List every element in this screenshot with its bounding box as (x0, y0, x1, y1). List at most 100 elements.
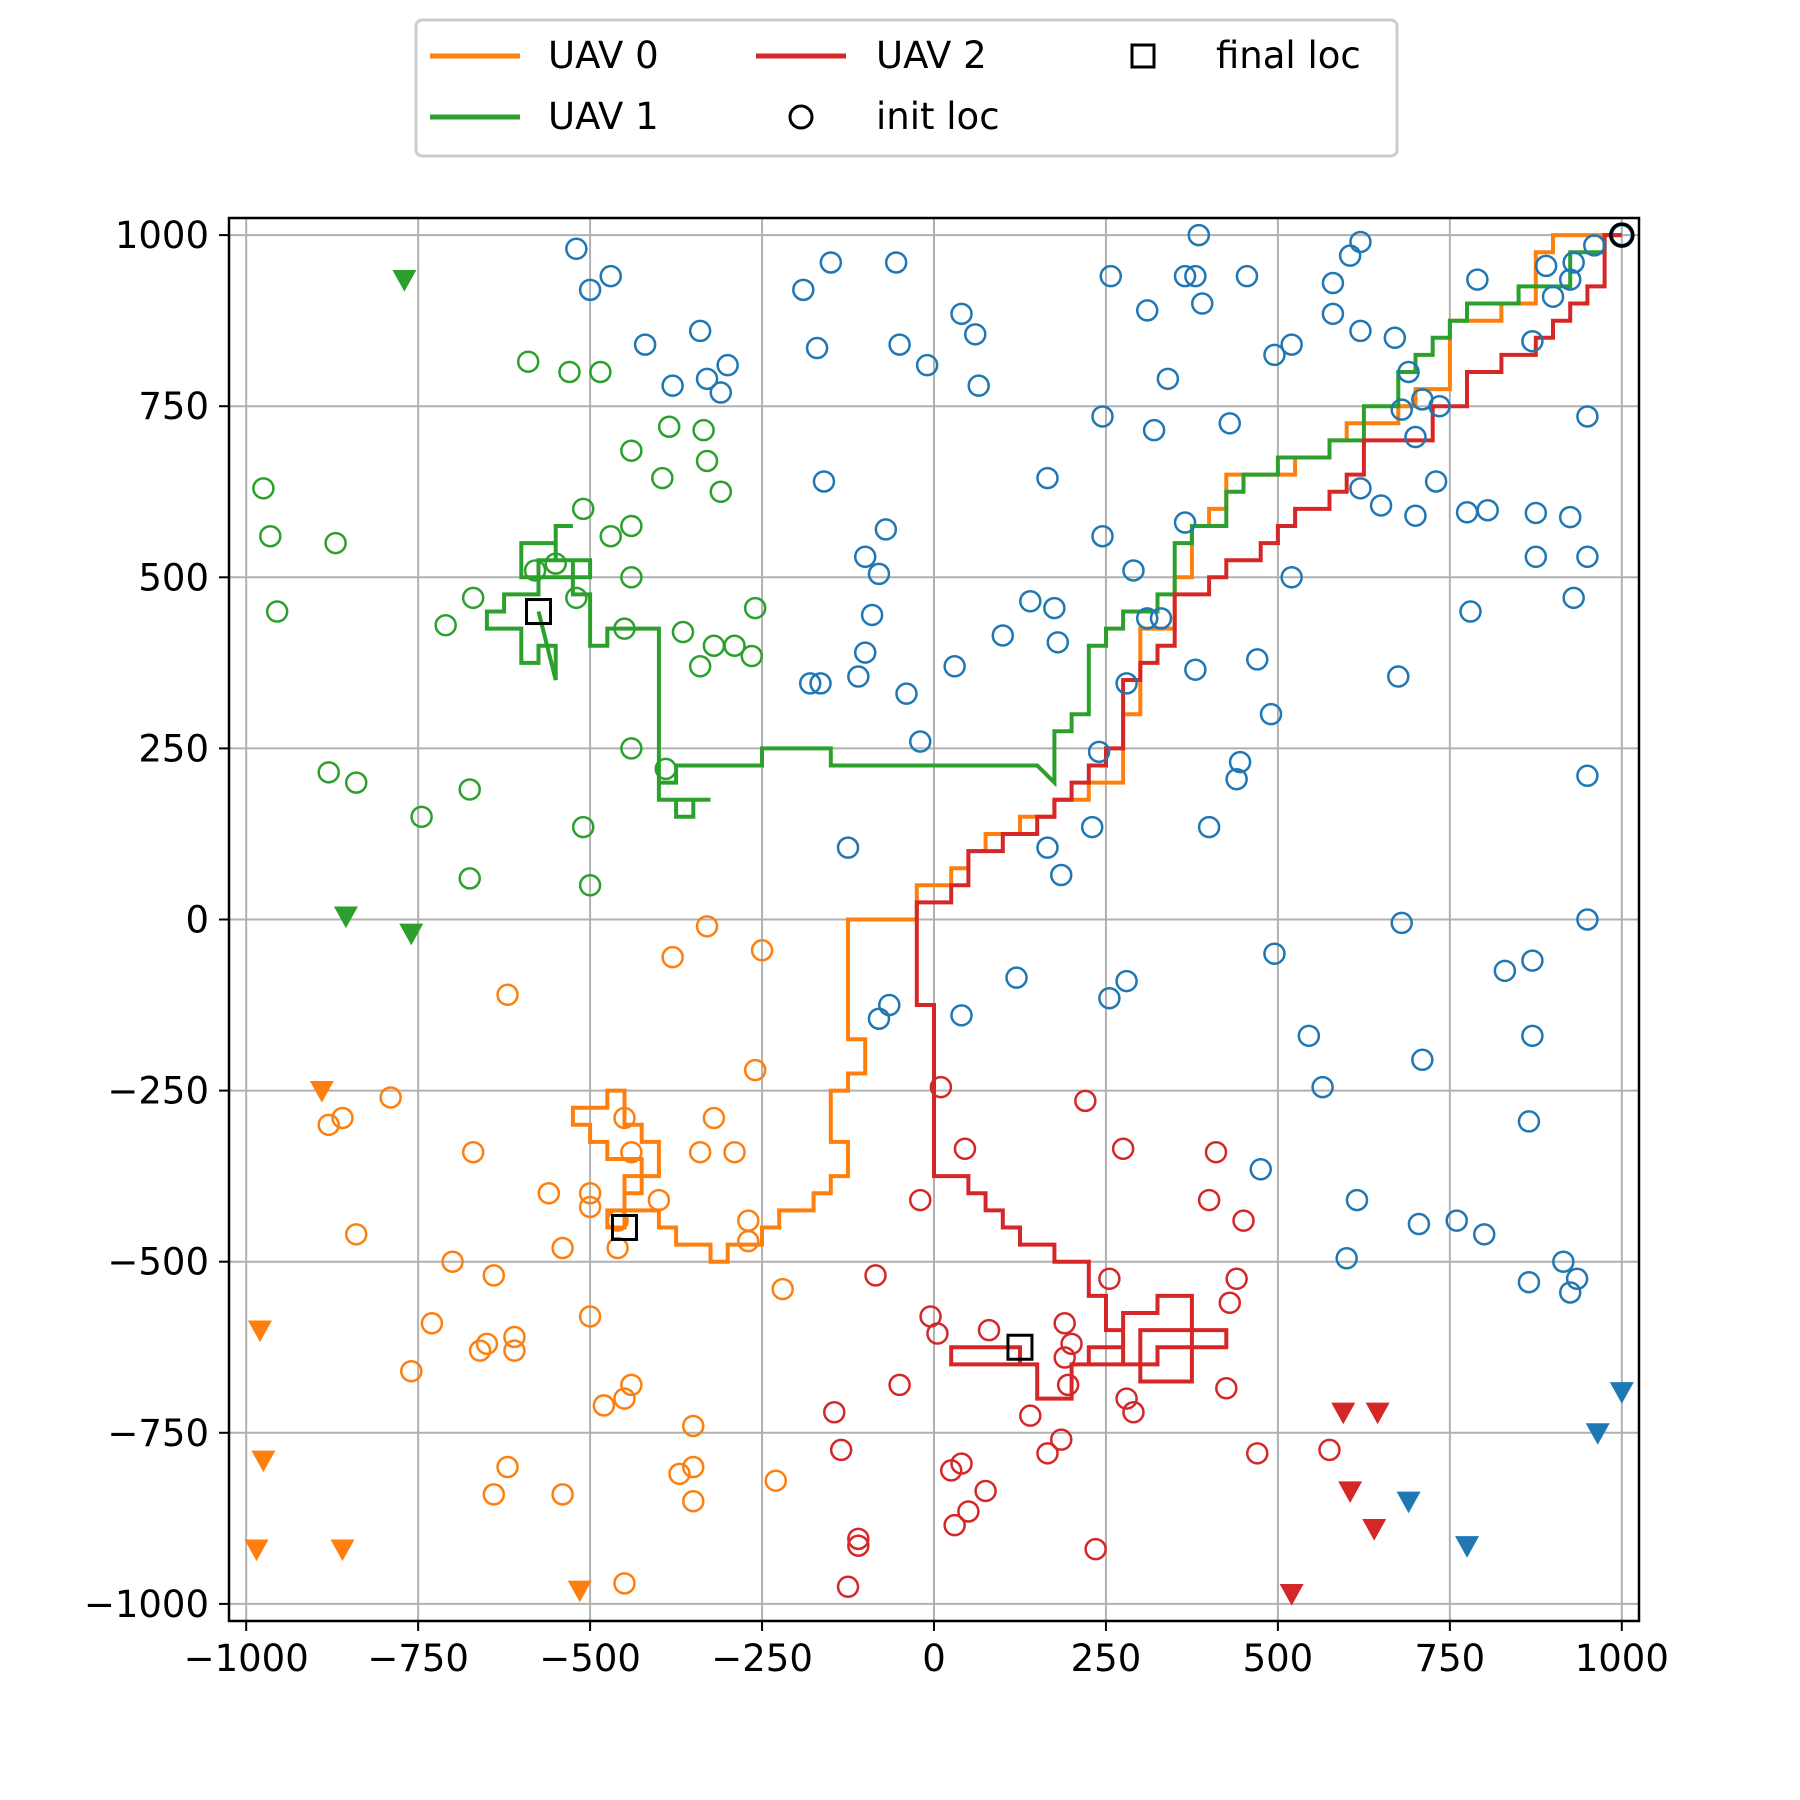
target-point (503, 1325, 526, 1349)
target-point (991, 624, 1015, 647)
drop-triangle (392, 269, 417, 292)
x-tick-label: −1000 (184, 1637, 309, 1680)
target-point (1562, 251, 1585, 274)
target-point (1046, 631, 1070, 654)
target-point (682, 1489, 705, 1513)
x-tick-label: −750 (367, 1637, 469, 1680)
target-point (716, 353, 739, 377)
drop-triangle (1396, 1491, 1421, 1514)
target-point (1197, 815, 1221, 839)
target-point (888, 333, 911, 356)
target-point (737, 1229, 760, 1253)
target-point (682, 1455, 705, 1479)
grid (229, 218, 1639, 1621)
target-point (668, 1462, 691, 1486)
target-point (853, 641, 877, 664)
target-point (1204, 1140, 1228, 1164)
target-point (482, 1264, 506, 1287)
target-point (1411, 1048, 1434, 1072)
target-point (692, 418, 715, 442)
target-point (606, 1236, 629, 1260)
target-point (1455, 501, 1479, 524)
y-tick-label: −750 (107, 1412, 209, 1455)
target-point (1521, 329, 1544, 353)
target-point (671, 620, 695, 644)
target-point (1259, 702, 1283, 726)
y-tick-label: −500 (107, 1241, 209, 1284)
legend-swatch-init-loc (788, 104, 814, 130)
target-point (895, 682, 918, 705)
target-point (926, 1322, 949, 1345)
x-tick-label: 1000 (1575, 1637, 1669, 1680)
target-point (1115, 672, 1138, 695)
target-point (1087, 740, 1111, 764)
target-point (1019, 590, 1042, 613)
final-loc-marker (1006, 1333, 1034, 1361)
target-point (1349, 477, 1372, 500)
target-point (1383, 326, 1407, 350)
target-point (823, 1401, 846, 1424)
target-point (874, 518, 898, 541)
target-point (1184, 264, 1207, 288)
target-point (1099, 264, 1123, 288)
target-point (1369, 494, 1393, 517)
y-tick-label: 1000 (115, 214, 209, 257)
drop-triangle (1331, 1402, 1356, 1425)
axis-ticks: −1000 −750 −500 −250 0 250 500 750 1000 −1000 −750… (84, 214, 1669, 1680)
target-point (860, 603, 884, 627)
target-point (967, 374, 990, 397)
target-point (565, 586, 588, 610)
target-point (743, 596, 767, 620)
target-point (682, 1414, 705, 1438)
target-point (1280, 333, 1303, 356)
target-point (1135, 607, 1159, 630)
target-point (1397, 360, 1420, 384)
target-point (657, 415, 681, 438)
target-point (252, 477, 275, 500)
target-point (878, 993, 901, 1017)
target-point (1472, 1223, 1496, 1246)
target-point (1445, 1209, 1468, 1232)
drop-triangle (1362, 1519, 1387, 1541)
target-point (468, 1339, 492, 1362)
target-point (496, 983, 519, 1007)
target-point (964, 323, 987, 346)
target-point (1173, 511, 1197, 534)
target-point (1558, 505, 1582, 529)
target-point (661, 945, 684, 969)
target-point (1562, 586, 1585, 610)
target-point (809, 672, 832, 695)
target-point (1424, 470, 1448, 493)
target-point (1142, 418, 1166, 442)
target-point (661, 374, 684, 397)
target-point (613, 1106, 636, 1130)
target-point (633, 333, 657, 356)
target-point (953, 1137, 977, 1161)
target-point (977, 1318, 1001, 1342)
target-point (578, 1182, 602, 1205)
x-tick-label: 250 (1071, 1637, 1142, 1680)
target-point (1218, 412, 1242, 435)
target-point (1349, 319, 1372, 343)
target-point (1225, 767, 1248, 791)
target-point (884, 251, 908, 274)
target-point (908, 730, 932, 753)
target-point (441, 1250, 464, 1273)
target-point (620, 439, 643, 462)
target-point (324, 531, 347, 555)
drop-triangle (1279, 1584, 1304, 1606)
target-point (1321, 302, 1345, 326)
target-point (743, 1058, 767, 1082)
target-point (737, 1209, 760, 1232)
target-point (1428, 394, 1451, 418)
target-point (847, 1527, 870, 1551)
target-point (709, 381, 733, 404)
target-point (1215, 1377, 1238, 1400)
target-point (1190, 292, 1214, 315)
target-point (723, 634, 746, 657)
target-point (565, 237, 588, 261)
target-point (915, 353, 939, 377)
target-point (1235, 264, 1259, 288)
target-point (1036, 1442, 1059, 1465)
target-point (482, 1483, 506, 1506)
